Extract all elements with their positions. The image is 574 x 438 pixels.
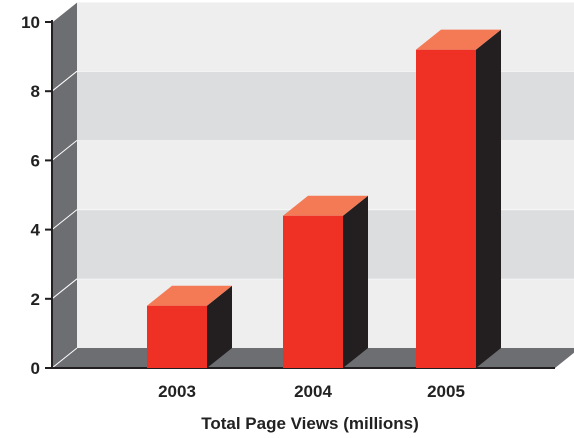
wall-gridline [51, 1, 78, 23]
x-category-label: 2005 [427, 382, 465, 401]
bar-front [283, 215, 343, 368]
bar-top [416, 29, 501, 50]
bar-front [416, 49, 476, 369]
bar-side [207, 285, 232, 368]
bars [147, 29, 501, 369]
x-axis-categories: 2003 2004 2005 [158, 382, 465, 401]
floor-edge [51, 347, 78, 369]
bar-2003 [147, 285, 232, 368]
bar-side [476, 29, 501, 369]
wall-gridline [51, 140, 78, 161]
bar-2005 [416, 29, 501, 369]
bar-top [147, 285, 232, 306]
y-tick-label: 8 [31, 82, 40, 101]
y-tick-label: 2 [31, 290, 40, 309]
bar-2004 [283, 195, 368, 368]
x-axis-label: Total Page Views (millions) [201, 414, 419, 433]
x-category-label: 2004 [294, 382, 332, 401]
bar-side [343, 195, 368, 368]
x-category-label: 2003 [158, 382, 196, 401]
wall-gridline [51, 209, 78, 230]
bar-top [283, 195, 368, 216]
wall-gridline [51, 278, 78, 300]
bar-front [147, 305, 207, 368]
y-tick-label: 4 [31, 221, 41, 240]
y-tick-label: 10 [21, 13, 40, 32]
wall-gridline [51, 70, 78, 92]
y-axis: 0 2 4 6 8 10 [21, 13, 52, 378]
left-wall [52, 2, 77, 368]
y-tick-label: 6 [31, 151, 40, 170]
y-tick-label: 0 [31, 359, 40, 378]
